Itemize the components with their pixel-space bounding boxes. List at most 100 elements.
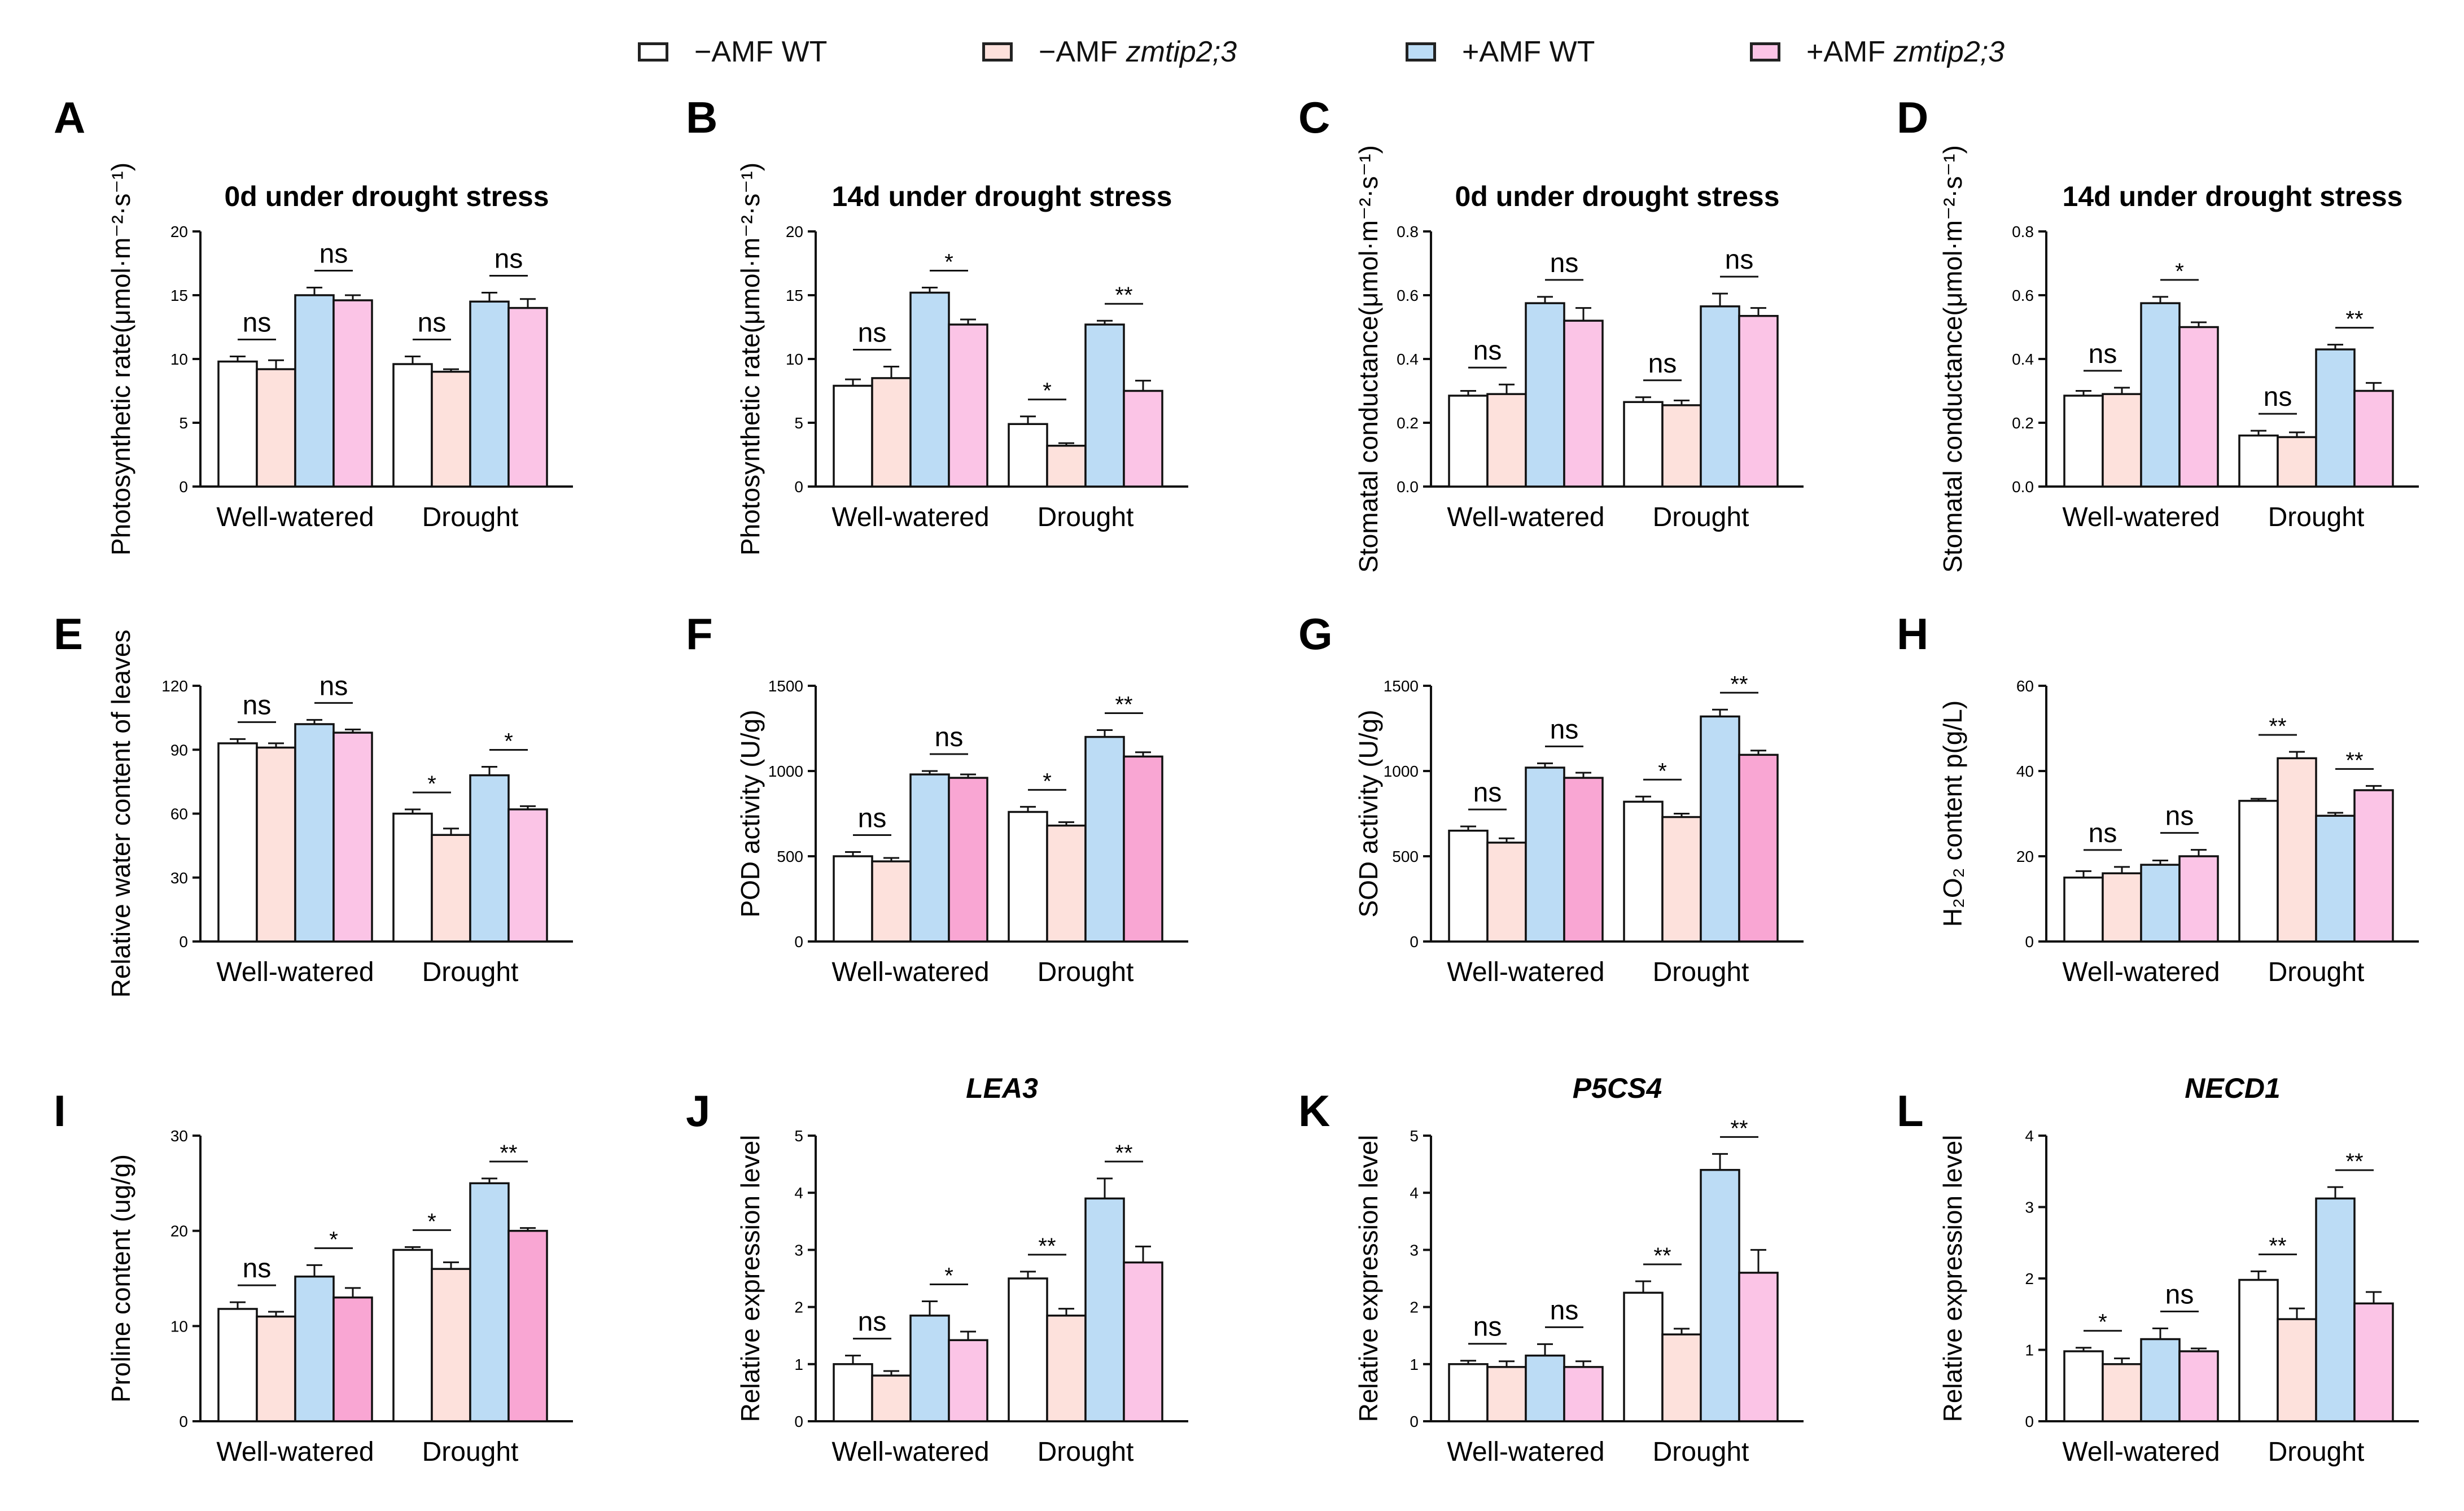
bar xyxy=(2140,864,2181,943)
legend-label: −AMF WT xyxy=(694,36,828,68)
bar xyxy=(948,777,988,943)
bar xyxy=(871,377,912,488)
x-tick-label: Drought xyxy=(1653,1437,1749,1467)
y-tick-label: 2 xyxy=(794,1299,803,1316)
bar xyxy=(909,773,950,943)
bar xyxy=(1700,1168,1740,1422)
significance-label: * xyxy=(1043,379,1052,404)
y-tick-label: 0.0 xyxy=(1397,478,1419,496)
y-tick-label: 5 xyxy=(794,414,803,432)
bar xyxy=(1084,323,1125,488)
significance-label: ** xyxy=(2345,1149,2363,1174)
y-tick-label: 10 xyxy=(170,1317,188,1335)
bar xyxy=(507,306,548,488)
y-axis-label: H₂O₂ content p(g/L) xyxy=(1938,700,1967,927)
y-axis-label: Photosynthetic rate(μmol·m⁻²·s⁻¹) xyxy=(106,163,135,555)
y-tick-label: 20 xyxy=(170,223,188,240)
significance-label: * xyxy=(1658,759,1667,783)
panel-l: L NECD1 Relative expression level 0 1 2 3 4 Well… xyxy=(1897,1072,2419,1467)
legend-swatch xyxy=(1406,42,1436,62)
bar xyxy=(256,1315,296,1422)
y-tick-label: 90 xyxy=(170,741,188,759)
significance-label: ns xyxy=(858,318,887,348)
legend-item-plus-amf-zmtip: +AMF zmtip2;3 xyxy=(1750,35,2005,69)
y-tick-label: 1 xyxy=(1410,1356,1419,1373)
bar xyxy=(507,1229,548,1422)
bar xyxy=(1738,314,1779,488)
bar xyxy=(217,742,258,943)
y-tick-label: 1500 xyxy=(1384,677,1419,695)
significance-label: ns xyxy=(2089,818,2117,848)
bar xyxy=(469,1182,510,1422)
y-tick-label: 1 xyxy=(2025,1342,2034,1359)
panel-title: P5CS4 xyxy=(1573,1072,1662,1104)
panel-letter: H xyxy=(1897,609,1928,659)
y-tick-label: 0 xyxy=(794,1413,803,1430)
y-tick-label: 20 xyxy=(170,1223,188,1240)
bar xyxy=(1486,1366,1527,1422)
bar xyxy=(948,1339,988,1422)
bar xyxy=(217,1308,258,1422)
y-tick-label: 1500 xyxy=(768,677,803,695)
panel-letter: E xyxy=(54,609,83,659)
bar xyxy=(2315,1197,2356,1422)
y-tick-label: 0 xyxy=(2025,933,2034,951)
bar xyxy=(2178,1350,2219,1422)
bar xyxy=(1008,1277,1048,1422)
legend-swatch xyxy=(1750,42,1780,62)
panel-g: G SOD activity (U/g) 0 500 1000 1500 Well-wate… xyxy=(1298,609,1804,987)
panel-letter: F xyxy=(686,609,713,659)
x-tick-label: Well-watered xyxy=(1447,957,1604,987)
bar xyxy=(1738,1272,1779,1422)
y-tick-label: 4 xyxy=(794,1184,803,1202)
significance-label: ** xyxy=(1730,672,1748,697)
bar xyxy=(507,808,548,943)
y-tick-label: 0.0 xyxy=(2012,478,2034,496)
bar xyxy=(871,1374,912,1422)
significance-label: ns xyxy=(418,308,447,338)
significance-label: ** xyxy=(1115,283,1132,308)
panel-title: 14d under drought stress xyxy=(832,181,1172,212)
significance-label: ns xyxy=(243,308,272,338)
bar xyxy=(2063,1350,2104,1422)
bar xyxy=(332,732,373,943)
x-tick-label: Drought xyxy=(1038,1437,1134,1467)
y-tick-label: 3 xyxy=(1410,1241,1419,1259)
bar xyxy=(1563,777,1604,943)
significance-label: ns xyxy=(243,1254,272,1284)
bar xyxy=(2353,1302,2394,1422)
bar xyxy=(1525,767,1565,943)
x-tick-label: Well-watered xyxy=(216,1437,374,1467)
bar xyxy=(2102,393,2142,488)
significance-label: ** xyxy=(1115,1141,1132,1166)
y-tick-label: 30 xyxy=(170,869,188,887)
legend-swatch xyxy=(638,42,668,62)
x-tick-label: Drought xyxy=(2268,957,2365,987)
x-tick-label: Drought xyxy=(2268,502,2365,532)
y-tick-label: 4 xyxy=(2025,1127,2034,1145)
bar xyxy=(1486,842,1527,943)
y-tick-label: 15 xyxy=(170,287,188,304)
bar xyxy=(1008,423,1048,488)
x-tick-label: Well-watered xyxy=(1447,1437,1604,1467)
legend: −AMF WT −AMF zmtip2;3 +AMF WT +AMF zmtip… xyxy=(0,0,2464,102)
panel-h: H H₂O₂ content p(g/L) 0 20 40 60 Well-watered D… xyxy=(1897,609,2419,987)
legend-item-minus-amf-zmtip: −AMF zmtip2;3 xyxy=(982,35,1237,69)
y-tick-label: 0.2 xyxy=(2012,414,2034,432)
bar xyxy=(1448,829,1489,943)
bar xyxy=(392,363,433,488)
y-tick-label: 20 xyxy=(786,223,803,240)
y-tick-label: 1000 xyxy=(1384,763,1419,780)
bar xyxy=(2238,800,2279,943)
panel-letter: D xyxy=(1897,93,1928,142)
y-tick-label: 3 xyxy=(794,1241,803,1259)
bar xyxy=(294,294,335,488)
bar xyxy=(1123,389,1163,488)
bar xyxy=(1623,1291,1664,1422)
x-tick-label: Drought xyxy=(1038,957,1134,987)
significance-label: ** xyxy=(1653,1243,1671,1268)
significance-label: ** xyxy=(2269,714,2286,739)
y-tick-label: 0 xyxy=(179,933,188,951)
significance-label: ns xyxy=(1473,1312,1502,1342)
